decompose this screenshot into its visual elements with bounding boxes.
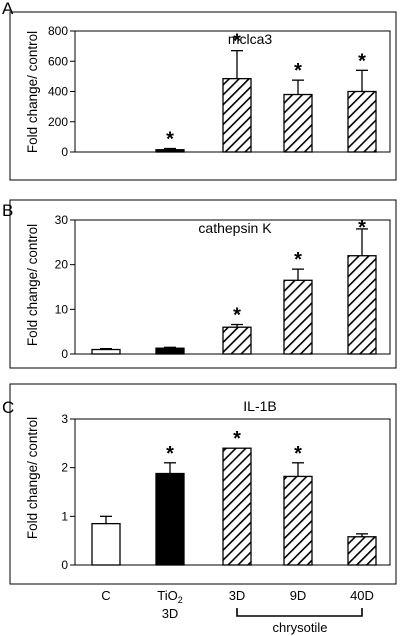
y-tick-label: 200 <box>48 115 68 129</box>
y-tick-label: 30 <box>55 213 69 227</box>
panel-c-label: C <box>2 398 14 417</box>
y-tick-label: 600 <box>48 54 68 68</box>
significance-star: * <box>294 60 302 82</box>
significance-star: * <box>294 443 302 465</box>
bar <box>347 90 377 153</box>
bar <box>91 522 121 566</box>
x-label-tio2: TiO2 <box>157 588 182 605</box>
panel-a-ylabel: Fold change/ control <box>25 31 40 153</box>
chrysotile-label: chrysotile <box>273 620 328 635</box>
panel-b: B Fold change/ control cathepsin K 0 10 20… <box>2 199 397 369</box>
significance-star: * <box>233 428 241 450</box>
bar <box>155 472 185 566</box>
bar <box>91 348 121 355</box>
panel-c-title: IL-1B <box>243 398 276 414</box>
panel-c: C Fold change/ control IL-1B 0 1 2 3 * * * <box>2 383 397 585</box>
bar <box>222 447 252 566</box>
y-tick-label: 400 <box>48 85 68 99</box>
panel-a-plot: 0 200 400 600 800 * * * * <box>48 24 391 159</box>
bar <box>347 536 377 566</box>
significance-star: * <box>166 443 174 465</box>
y-tick-label: 0 <box>61 347 68 361</box>
x-label-40d: 40D <box>350 588 374 603</box>
x-label-9d: 9D <box>290 588 307 603</box>
significance-star: * <box>166 129 174 151</box>
y-tick-label: 0 <box>61 558 68 572</box>
panel-b-ylabel: Fold change/ control <box>25 224 40 346</box>
bar <box>283 93 313 153</box>
significance-star: * <box>358 217 366 239</box>
y-tick-label: 2 <box>61 461 68 475</box>
y-tick-label: 1 <box>61 509 68 523</box>
panel-b-frame <box>9 199 397 369</box>
panel-b-title: cathepsin K <box>198 220 272 236</box>
y-tick-label: 20 <box>55 258 69 272</box>
y-tick-label: 800 <box>48 24 68 38</box>
panel-a-title: mclca3 <box>228 31 273 47</box>
panel-a-label: A <box>2 0 14 18</box>
x-label-control: C <box>101 588 110 603</box>
bar <box>222 326 252 355</box>
x-axis-labels: C TiO2 3D 3D 9D 40D chrysotile <box>101 588 374 635</box>
chrysotile-bracket <box>236 608 363 617</box>
x-label-3d: 3D <box>229 588 246 603</box>
significance-star: * <box>233 305 241 327</box>
bar <box>155 347 185 355</box>
x-label-tio2-main: TiO <box>157 588 177 603</box>
x-label-tio2-days: 3D <box>162 606 179 621</box>
significance-star: * <box>233 31 241 53</box>
y-tick-label: 10 <box>55 302 69 316</box>
panel-c-frame <box>9 383 397 585</box>
panel-c-ylabel: Fold change/ control <box>25 417 40 539</box>
y-tick-label: 0 <box>61 145 68 159</box>
bar <box>283 279 313 355</box>
panel-b-label: B <box>2 201 13 220</box>
x-label-tio2-subscript: 2 <box>178 595 183 605</box>
y-tick-label: 3 <box>61 412 68 426</box>
panel-b-plot: 0 10 20 30 * * * <box>55 213 391 361</box>
significance-star: * <box>358 50 366 72</box>
panel-c-plot: 0 1 2 3 * * * <box>61 412 391 572</box>
panel-a-frame <box>9 11 397 181</box>
bar <box>283 475 313 566</box>
significance-star: * <box>294 249 302 271</box>
bar <box>222 77 252 153</box>
panel-a: A Fold change/ control mclca3 0 200 400 600… <box>2 0 397 181</box>
bar <box>347 255 377 355</box>
